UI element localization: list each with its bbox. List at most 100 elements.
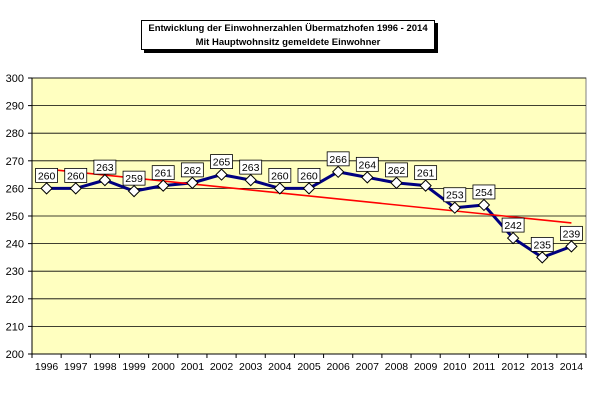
x-tick-label: 2007 [356, 361, 380, 373]
data-label-box [151, 165, 175, 181]
y-tick-label: 300 [6, 73, 24, 85]
data-label-text: 239 [563, 228, 581, 240]
data-label: 260 [297, 167, 321, 183]
y-tick-label: 270 [6, 156, 24, 168]
data-label: 235 [530, 236, 554, 252]
data-label-box [443, 187, 467, 203]
x-tick-label: 2013 [531, 361, 555, 373]
data-label: 266 [326, 151, 350, 167]
data-label-box [122, 170, 146, 186]
data-label-box [530, 236, 554, 252]
y-tick-label: 260 [6, 183, 24, 195]
data-point [40, 182, 53, 195]
data-label-text: 235 [533, 239, 551, 251]
data-label-box [210, 154, 233, 170]
data-label: 263 [93, 159, 117, 175]
data-label: 239 [560, 225, 583, 241]
data-label: 261 [414, 165, 438, 181]
data-point [302, 182, 316, 195]
data-label-box [239, 159, 263, 175]
y-tick-label: 220 [6, 294, 24, 306]
data-point [565, 240, 578, 253]
data-label: 260 [268, 167, 292, 183]
data-label: 259 [122, 170, 146, 186]
data-label: 254 [472, 184, 496, 200]
data-label-box [35, 167, 58, 183]
data-label-box [355, 156, 379, 172]
x-tick-label: 2012 [501, 361, 525, 373]
data-label-text: 254 [475, 187, 493, 199]
data-label-box [268, 167, 292, 183]
x-tick-label: 2002 [210, 361, 234, 373]
data-label: 262 [385, 162, 408, 178]
y-tick-label: 280 [6, 128, 24, 140]
data-point [331, 165, 345, 179]
data-label-text: 260 [67, 170, 85, 182]
data-label-text: 263 [242, 162, 260, 174]
data-label: 260 [64, 167, 88, 183]
data-point [477, 198, 491, 212]
x-tick-label: 2000 [152, 361, 176, 373]
chart-title: Entwicklung der Einwohnerzahlen Übermatz… [148, 23, 428, 34]
data-point [69, 182, 82, 195]
y-axis: 200 210 220 230 240 250 260 270 280 290 300 [6, 73, 32, 361]
data-label: 262 [180, 162, 204, 178]
data-label: 253 [443, 187, 467, 203]
data-label-box [472, 184, 496, 200]
data-point [215, 168, 228, 181]
data-label-box [414, 165, 438, 181]
y-tick-label: 240 [6, 239, 24, 251]
data-label: 265 [210, 154, 233, 170]
data-point [186, 176, 199, 190]
data-point [98, 173, 112, 187]
x-tick-label: 2009 [414, 361, 438, 373]
x-tick-label: 1996 [35, 361, 59, 373]
chart-title-box: Entwicklung der Einwohnerzahlen Übermatz… [141, 20, 435, 50]
data-label-text: 261 [417, 168, 435, 180]
data-label-text: 259 [125, 173, 143, 185]
data-label-text: 262 [184, 165, 202, 177]
data-point [361, 171, 374, 184]
data-label-text: 262 [388, 165, 406, 177]
data-label-box [560, 225, 583, 241]
data-label-box [64, 167, 88, 183]
x-tick-label: 2001 [181, 361, 205, 373]
x-tick-label: 2005 [297, 361, 321, 373]
data-point [127, 184, 141, 198]
data-label-text: 260 [300, 170, 318, 182]
data-point [273, 182, 287, 195]
data-label-text: 266 [329, 154, 347, 166]
x-tick-label: 2006 [326, 361, 350, 373]
x-tick-label: 2003 [239, 361, 263, 373]
data-point [157, 179, 170, 192]
data-label-text: 264 [359, 159, 377, 171]
data-point [448, 201, 461, 214]
data-point [506, 231, 520, 245]
data-label-text: 253 [446, 190, 464, 202]
data-label-box [326, 151, 350, 167]
x-tick-label: 2014 [560, 361, 584, 373]
data-labels: 260 260 263 259 261 262 265 263 260 260 266 264 262 2… [35, 151, 583, 252]
data-label-box [93, 159, 117, 175]
data-label-text: 265 [213, 157, 231, 169]
data-point [536, 251, 549, 264]
y-tick-label: 210 [6, 321, 24, 333]
chart-subtitle: Mit Hauptwohnsitz gemeldete Einwohner [195, 37, 381, 48]
y-tick-label: 290 [6, 101, 24, 113]
data-label: 263 [239, 159, 263, 175]
x-tick-label: 1999 [122, 361, 146, 373]
data-point [419, 179, 432, 192]
data-label: 242 [501, 217, 525, 233]
data-label-box [180, 162, 204, 178]
y-tick-label: 200 [6, 349, 24, 361]
x-tick-label: 1997 [64, 361, 88, 373]
y-tick-label: 250 [6, 211, 24, 223]
data-point [390, 176, 403, 190]
data-label-box [501, 217, 525, 233]
data-label-text: 263 [96, 162, 114, 174]
x-tick-label: 2010 [443, 361, 467, 373]
data-point [244, 173, 257, 187]
data-label: 264 [355, 156, 379, 172]
data-markers [40, 165, 578, 264]
